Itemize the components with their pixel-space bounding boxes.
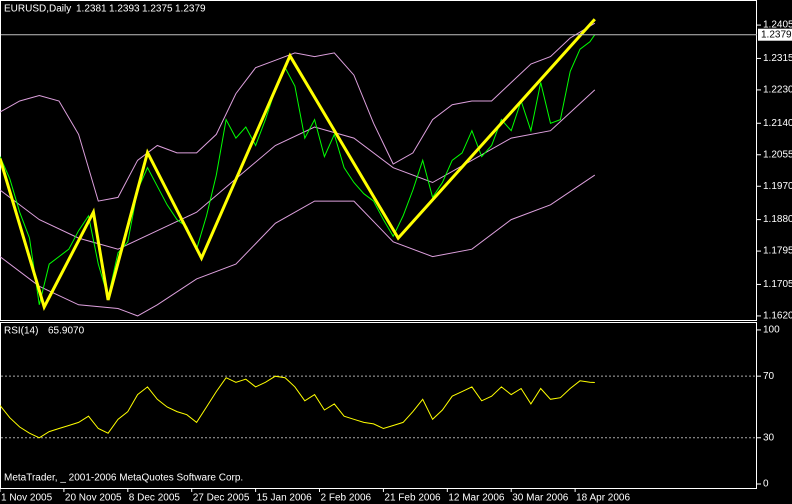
rsi-current: 65.9070 xyxy=(48,326,85,337)
line-series xyxy=(0,174,596,317)
header: EURUSD,Daily 1.2381 1.2393 1.2375 1.2379 xyxy=(4,4,206,15)
x-tick-label: 27 Dec 2005 xyxy=(193,493,250,504)
symbol: EURUSD,Daily xyxy=(4,4,71,15)
y-tick-label: 1.2140 xyxy=(763,118,792,129)
high: 1.2393 xyxy=(109,4,140,15)
x-tick-label: 20 Nov 2005 xyxy=(65,493,122,504)
last-price-label: 1.2379 xyxy=(761,29,792,40)
open: 1.2381 xyxy=(76,4,107,15)
x-tick-label: 18 Apr 2006 xyxy=(576,493,630,504)
close: 1.2379 xyxy=(175,4,206,15)
y-tick-label: 70 xyxy=(763,371,775,382)
low: 1.2375 xyxy=(142,4,173,15)
y-tick-label: 1.1970 xyxy=(763,181,792,192)
x-tick-label: 2 Feb 2006 xyxy=(321,493,372,504)
rsi-title: RSI(14) xyxy=(4,326,38,337)
y-tick-label: 1.2405 xyxy=(763,20,792,31)
y-tick-label: 30 xyxy=(763,432,775,443)
rsi-panel xyxy=(0,322,757,489)
line-series xyxy=(0,22,596,202)
y-tick-label: 0 xyxy=(763,479,769,490)
line-series xyxy=(0,18,596,311)
x-tick-label: 12 Mar 2006 xyxy=(448,493,505,504)
x-tick-label: 21 Feb 2006 xyxy=(384,493,441,504)
y-tick-label: 1.2055 xyxy=(763,149,792,160)
x-tick-label: 30 Mar 2006 xyxy=(512,493,569,504)
y-tick-label: 1.2230 xyxy=(763,85,792,96)
x-tick-label: 15 Jan 2006 xyxy=(257,493,312,504)
y-tick-label: 1.1880 xyxy=(763,214,792,225)
line-series xyxy=(0,375,595,439)
footer: MetaTrader, _ 2001-2006 MetaQuotes Softw… xyxy=(4,473,243,484)
y-tick-label: 1.1705 xyxy=(763,279,792,290)
x-tick-label: 8 Dec 2005 xyxy=(129,493,181,504)
y-tick-label: 100 xyxy=(763,325,780,336)
x-tick-label: 1 Nov 2005 xyxy=(1,493,53,504)
y-tick-label: 1.1620 xyxy=(763,311,792,322)
y-tick-label: 1.1795 xyxy=(763,246,792,257)
last-price-box xyxy=(758,28,792,41)
y-tick-label: 1.2315 xyxy=(763,53,792,64)
